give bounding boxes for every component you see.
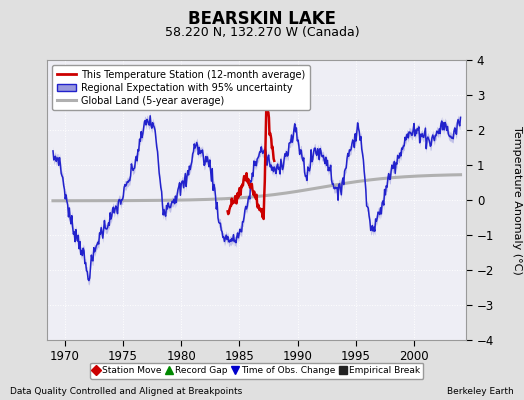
Text: Data Quality Controlled and Aligned at Breakpoints: Data Quality Controlled and Aligned at B…	[10, 387, 243, 396]
Legend: Station Move, Record Gap, Time of Obs. Change, Empirical Break: Station Move, Record Gap, Time of Obs. C…	[90, 363, 423, 379]
Text: 58.220 N, 132.270 W (Canada): 58.220 N, 132.270 W (Canada)	[165, 26, 359, 39]
Y-axis label: Temperature Anomaly (°C): Temperature Anomaly (°C)	[512, 126, 522, 274]
Text: Berkeley Earth: Berkeley Earth	[447, 387, 514, 396]
Text: BEARSKIN LAKE: BEARSKIN LAKE	[188, 10, 336, 28]
